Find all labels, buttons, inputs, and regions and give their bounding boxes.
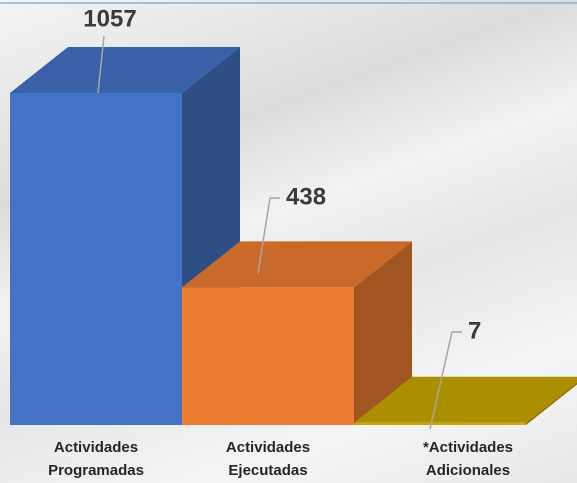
bar bbox=[182, 287, 354, 425]
x-tick-label: Actividades Programadas bbox=[48, 439, 144, 479]
value-label: 1057 bbox=[83, 5, 136, 32]
bar-top bbox=[10, 47, 240, 93]
bar bbox=[10, 93, 182, 425]
value-label: 438 bbox=[286, 183, 326, 210]
leader-line bbox=[429, 331, 462, 430]
x-tick-label: Actividades Ejecutadas bbox=[225, 439, 311, 479]
bar-side bbox=[354, 241, 412, 425]
bar-top bbox=[354, 376, 577, 423]
value-label: 7 bbox=[468, 317, 481, 344]
leader-line bbox=[257, 197, 280, 274]
x-tick-label: *Actividades Adicionales bbox=[422, 439, 514, 479]
bar-side bbox=[526, 382, 577, 425]
leader-line bbox=[97, 35, 105, 94]
bar-top bbox=[182, 241, 412, 288]
bar bbox=[354, 422, 526, 425]
